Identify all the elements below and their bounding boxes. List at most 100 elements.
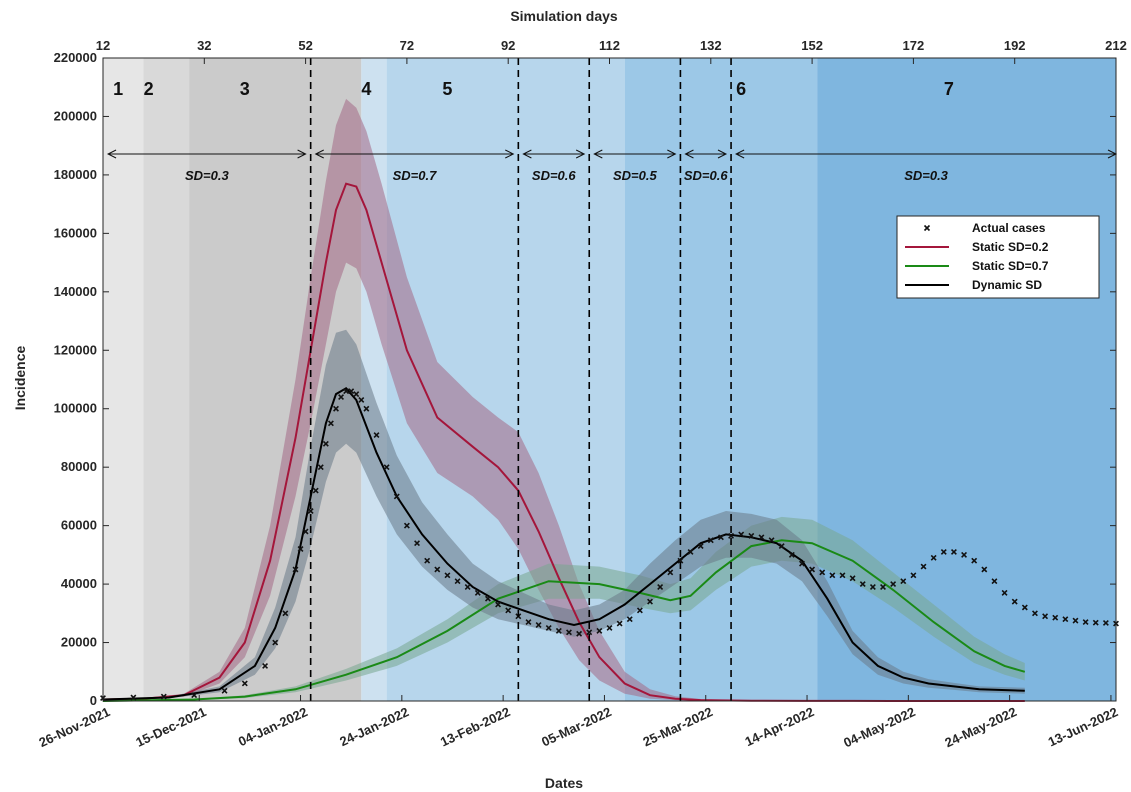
sd-label: SD=0.6: [532, 168, 576, 183]
actual-case-point: [363, 405, 370, 412]
bottom-tick-label: 04-May-2022: [841, 704, 917, 750]
phase-label-2: 2: [144, 79, 154, 99]
y-tick-label: 140000: [54, 284, 97, 299]
phase-label-4: 4: [361, 79, 371, 99]
actual-case-point: [241, 680, 248, 687]
sd-arrow-head-left: [314, 149, 324, 159]
legend-label: Dynamic SD: [972, 278, 1042, 292]
actual-case-point: [677, 557, 684, 564]
sd-annotations: SD=0.3 SD=0.7 SD=0.6 SD=0.5 SD=0.6 SD=0.3: [106, 149, 1118, 183]
actual-case-point: [191, 692, 198, 699]
actual-case-point: [748, 532, 755, 539]
y-tick-label: 120000: [54, 342, 97, 357]
top-tick-label: 132: [700, 38, 722, 53]
y-tick-label: 40000: [61, 576, 97, 591]
actual-case-point: [353, 391, 360, 398]
actual-case-point: [1042, 613, 1049, 620]
actual-case-point: [484, 595, 491, 602]
actual-case-point: [799, 560, 805, 567]
legend-label: Static SD=0.2: [972, 240, 1049, 254]
actual-case-point: [535, 622, 542, 628]
phase-labels: 1 2 3 4 5 6 7: [113, 79, 954, 99]
actual-case-point: [717, 534, 724, 541]
actual-case-point: [505, 607, 512, 614]
actual-case-point: [1062, 616, 1069, 623]
actual-case-point: [728, 532, 735, 539]
phase-label-7: 7: [944, 79, 954, 99]
actual-case-point: [971, 557, 978, 564]
y-tick-label: 0: [90, 693, 97, 708]
actual-case-point: [302, 528, 309, 535]
actual-case-point: [317, 464, 324, 471]
top-tick-label: 192: [1004, 38, 1026, 53]
actual-case-point: [667, 569, 674, 576]
top-tick-label: 52: [298, 38, 312, 53]
actual-case-point: [687, 548, 694, 555]
actual-case-point: [348, 388, 355, 395]
x2-axis-title: Simulation days: [510, 8, 618, 24]
actual-case-point: [262, 662, 269, 669]
actual-case-point: [327, 420, 334, 427]
top-tick-label: 212: [1105, 38, 1127, 53]
actual-case-point: [282, 610, 289, 617]
band-series-0: [103, 98, 1025, 701]
y-axis-title: Incidence: [12, 346, 28, 411]
phase-region-7: [817, 58, 1116, 701]
actual-case-point: [626, 616, 633, 623]
actual-case-point: [1092, 619, 1099, 626]
actual-case-point: [383, 464, 390, 471]
sd-arrow-head-right: [667, 149, 677, 159]
actual-case-point: [403, 522, 410, 529]
actual-case-point: [1021, 604, 1028, 611]
actual-case-point: [738, 531, 745, 538]
actual-case-point: [338, 394, 345, 401]
sd-label: SD=0.3: [904, 168, 948, 183]
actual-case-point: [778, 543, 785, 550]
actual-case-point: [657, 584, 664, 590]
actual-case-point: [576, 630, 583, 637]
bottom-tick-label: 14-Apr-2022: [743, 704, 817, 749]
actual-case-point: [647, 598, 653, 605]
legend-label: Actual cases: [972, 221, 1046, 235]
phase-label-1: 1: [113, 79, 123, 99]
actual-case-point: [272, 639, 279, 646]
actual-case-point: [474, 589, 481, 596]
actual-cases-points: [100, 388, 1119, 702]
actual-case-point: [869, 584, 876, 590]
legend-marker-actual: [923, 224, 931, 232]
actual-case-point: [910, 572, 917, 579]
actual-case-point: [322, 440, 329, 447]
actual-case-point: [697, 543, 704, 550]
top-tick-label: 172: [903, 38, 925, 53]
actual-case-point: [890, 581, 897, 588]
y-tick-label: 180000: [54, 167, 97, 182]
phase-label-6: 6: [736, 79, 746, 99]
bottom-tick-label: 13-Feb-2022: [438, 704, 512, 749]
top-tick-label: 72: [400, 38, 414, 53]
actual-case-point: [849, 575, 856, 582]
actual-case-point: [373, 432, 380, 438]
actual-case-point: [991, 578, 998, 585]
sd-arrow-head-right: [717, 149, 728, 159]
actual-case-point: [555, 627, 562, 634]
actual-case-point: [606, 624, 613, 631]
sd-label: SD=0.6: [684, 168, 728, 183]
actual-case-point: [859, 581, 866, 588]
actual-case-point: [444, 572, 451, 579]
bottom-tick-label: 25-Mar-2022: [641, 704, 715, 749]
actual-case-point: [1052, 614, 1059, 621]
actual-case-point: [393, 493, 400, 500]
actual-case-point: [307, 508, 314, 514]
legend-label: Static SD=0.7: [972, 259, 1049, 273]
band-series-2: [103, 329, 1025, 700]
top-tick-label: 92: [501, 38, 515, 53]
sd-arrow-head-left: [684, 149, 694, 159]
line-series-1: [102, 539, 1026, 702]
top-tick-label: 112: [599, 38, 620, 53]
legend[interactable]: Actual cases Static SD=0.2 Static SD=0.7 Dy…: [896, 215, 1100, 299]
actual-case-point: [981, 566, 988, 573]
actual-case-point: [221, 687, 228, 694]
top-tick-label: 12: [96, 38, 110, 53]
actual-case-point: [839, 572, 846, 579]
